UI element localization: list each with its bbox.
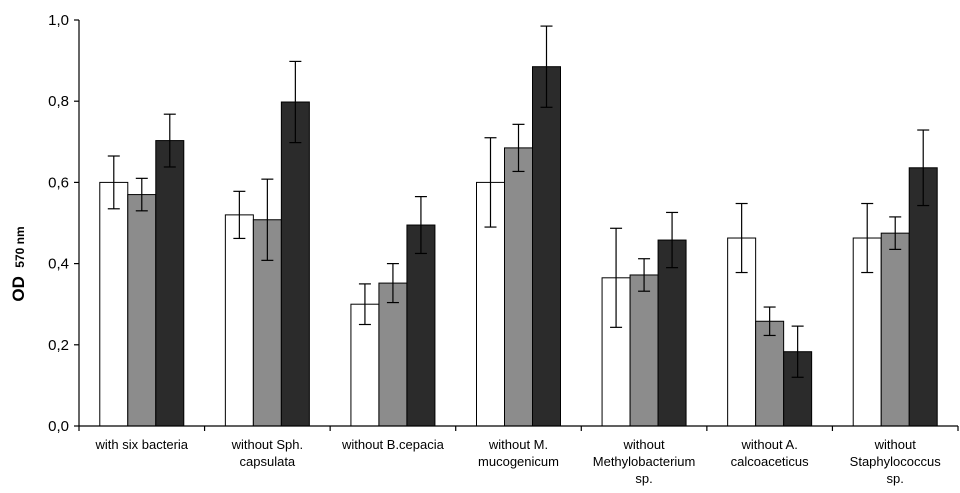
bar-s1-c1 bbox=[100, 182, 128, 426]
x-category-label-line: capsulata bbox=[240, 454, 296, 469]
x-category-label-4: without M. mucogenicum bbox=[478, 437, 559, 469]
bar-s3-c7 bbox=[909, 168, 937, 426]
y-tick-label: 0,6 bbox=[48, 174, 69, 191]
x-category-label-line: Methylobacterium bbox=[593, 454, 696, 469]
bar-s3-c3 bbox=[407, 225, 435, 426]
y-tick-labels: 0,0 0,2 0,4 0,6 0,8 1,0 bbox=[48, 12, 69, 435]
x-category-label-line: with six bacteria bbox=[95, 437, 189, 452]
x-category-label-line: without bbox=[874, 437, 917, 452]
x-category-label-line: without bbox=[622, 437, 665, 452]
bar-s3-c4 bbox=[533, 67, 561, 426]
x-category-label-line: without A. bbox=[740, 437, 797, 452]
x-category-label-line: sp. bbox=[887, 471, 904, 486]
y-axis-label-sub: 570 nm bbox=[13, 226, 27, 267]
y-tick-label: 0,4 bbox=[48, 256, 69, 273]
x-category-label-line: without B.cepacia bbox=[341, 437, 445, 452]
y-axis-label-main: OD bbox=[9, 276, 28, 302]
x-category-labels: with six bacteria without Sph. capsulatawi… bbox=[95, 437, 942, 486]
bar-s3-c1 bbox=[156, 141, 184, 426]
x-category-label-5: without Methylobacterium sp. bbox=[593, 437, 696, 486]
x-category-label-line: Staphylococcus bbox=[850, 454, 942, 469]
x-category-label-line: sp. bbox=[635, 471, 652, 486]
bar-s2-c6 bbox=[756, 321, 784, 426]
x-category-label-6: without A. calcoaceticus bbox=[731, 437, 810, 469]
y-axis-label: OD 570 nm bbox=[9, 226, 28, 301]
y-tick-label: 0,0 bbox=[48, 418, 69, 435]
x-category-label-line: without M. bbox=[488, 437, 548, 452]
bar-s3-c2 bbox=[281, 102, 309, 426]
bar-s2-c7 bbox=[881, 233, 909, 426]
x-category-label-line: without Sph. bbox=[231, 437, 304, 452]
bar-s2-c3 bbox=[379, 283, 407, 426]
x-category-label-line: mucogenicum bbox=[478, 454, 559, 469]
x-category-label-7: without Staphylococcus sp. bbox=[850, 437, 942, 486]
bar-s1-c2 bbox=[225, 215, 253, 426]
bar-s2-c5 bbox=[630, 275, 658, 426]
y-tick-label: 0,8 bbox=[48, 93, 69, 110]
y-tick-label: 0,2 bbox=[48, 337, 69, 354]
bar-s2-c1 bbox=[128, 195, 156, 426]
x-category-label-line: calcoaceticus bbox=[731, 454, 810, 469]
x-category-label-1: with six bacteria bbox=[95, 437, 189, 452]
bar-s2-c4 bbox=[505, 148, 533, 426]
x-category-label-3: without B.cepacia bbox=[341, 437, 445, 452]
x-category-label-2: without Sph. capsulata bbox=[231, 437, 304, 469]
bars-layer bbox=[100, 67, 937, 426]
y-tick-label: 1,0 bbox=[48, 12, 69, 29]
